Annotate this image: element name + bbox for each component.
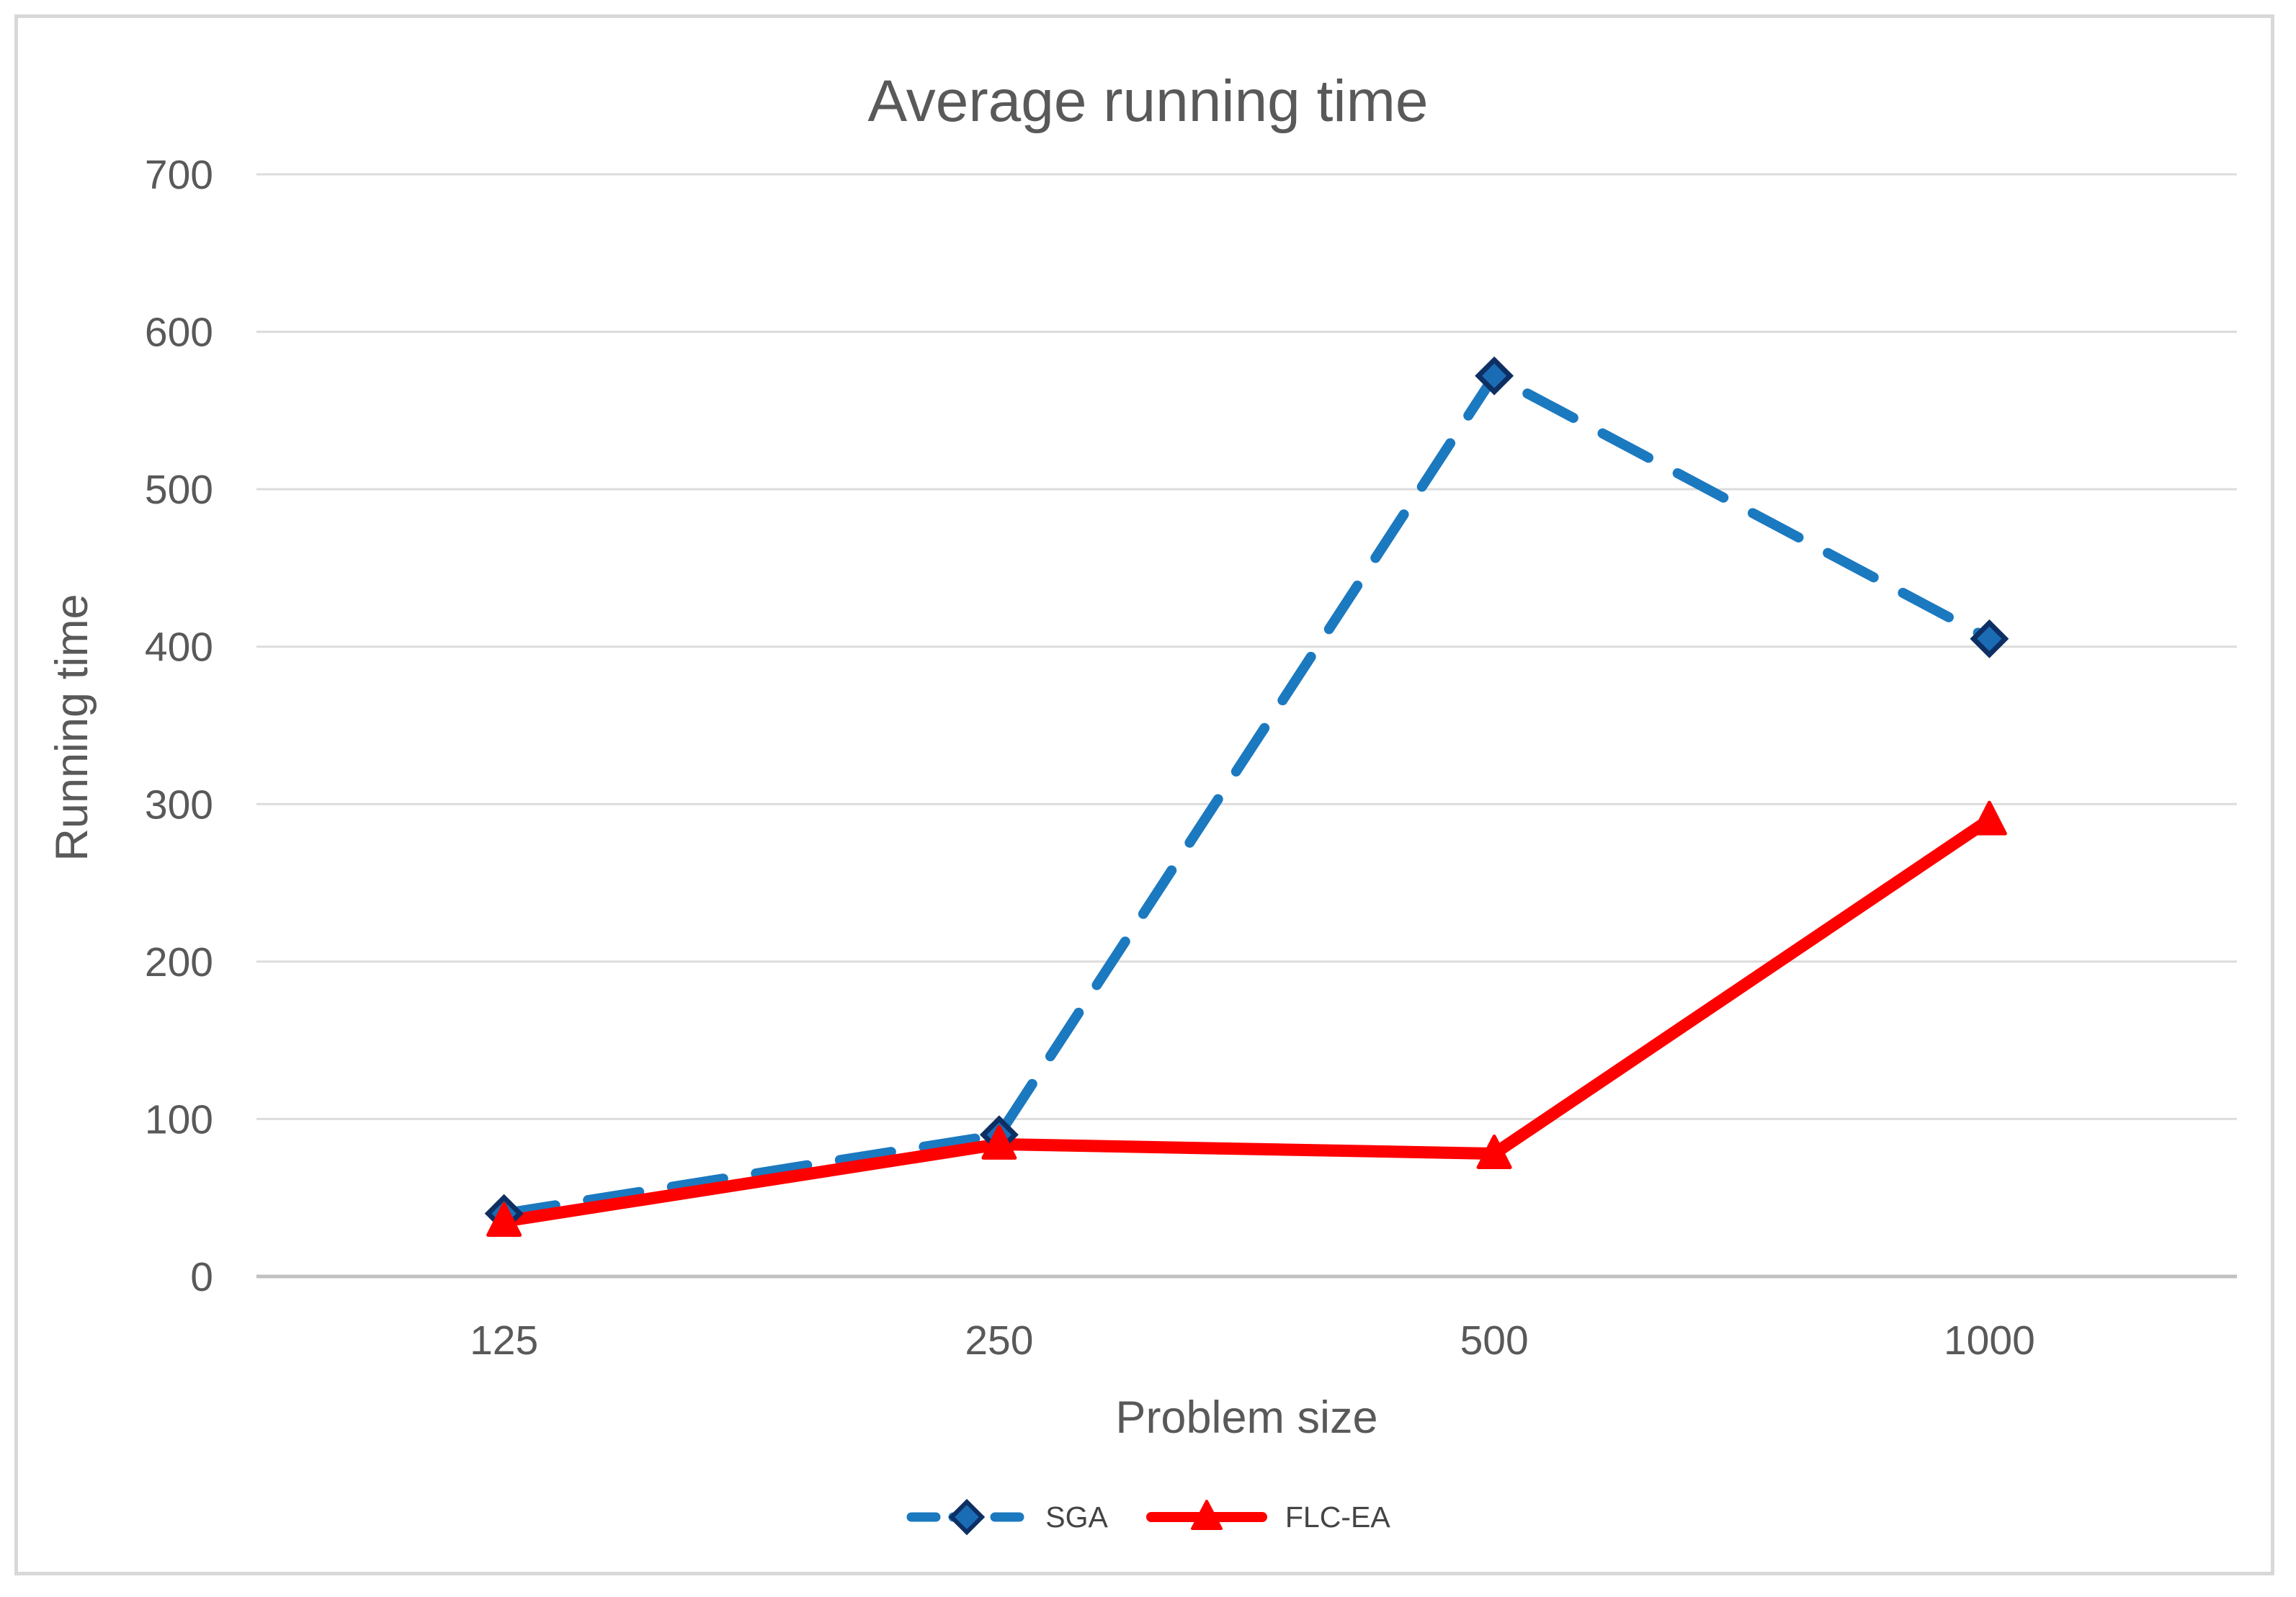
series-line-flc-ea — [498, 813, 1996, 1227]
legend-label-sga: SGA — [1045, 1500, 1108, 1534]
triangle-marker — [486, 1202, 522, 1237]
y-tick-label: 600 — [145, 310, 213, 356]
x-axis-title: Problem size — [1115, 1392, 1378, 1443]
legend-item-sga: SGA — [906, 1497, 1108, 1537]
x-category-label: 125 — [470, 1318, 538, 1364]
chart-frame — [14, 14, 2274, 1575]
triangle-marker-icon — [1190, 1500, 1223, 1530]
legend: SGA FLC-EA — [0, 1497, 2296, 1537]
legend-label-flc-ea: FLC-EA — [1285, 1500, 1390, 1534]
y-tick-label: 0 — [190, 1254, 213, 1300]
y-tick-label: 400 — [145, 625, 213, 671]
flc-ea-legend-sample — [1145, 1500, 1267, 1530]
y-tick-label: 200 — [145, 939, 213, 985]
triangle-marker — [1476, 1135, 1512, 1170]
diamond-marker — [1970, 619, 2009, 658]
chart-title: Average running time — [867, 68, 1429, 134]
triangle-marker — [981, 1124, 1017, 1160]
series-line-sga — [499, 370, 1995, 1219]
y-tick-label: 100 — [145, 1096, 213, 1142]
y-tick-label: 300 — [145, 782, 213, 828]
y-tick-label: 700 — [145, 152, 213, 198]
y-tick-label: 500 — [145, 467, 213, 513]
legend-item-flc-ea: FLC-EA — [1145, 1497, 1390, 1537]
diamond-marker-icon — [949, 1498, 986, 1536]
diamond-marker — [1475, 356, 1514, 395]
triangle-marker — [1971, 800, 2007, 836]
x-category-label: 250 — [965, 1318, 1033, 1364]
sga-legend-sample — [906, 1498, 1027, 1536]
x-category-label: 1000 — [1944, 1318, 2035, 1364]
x-category-label: 500 — [1460, 1318, 1529, 1364]
